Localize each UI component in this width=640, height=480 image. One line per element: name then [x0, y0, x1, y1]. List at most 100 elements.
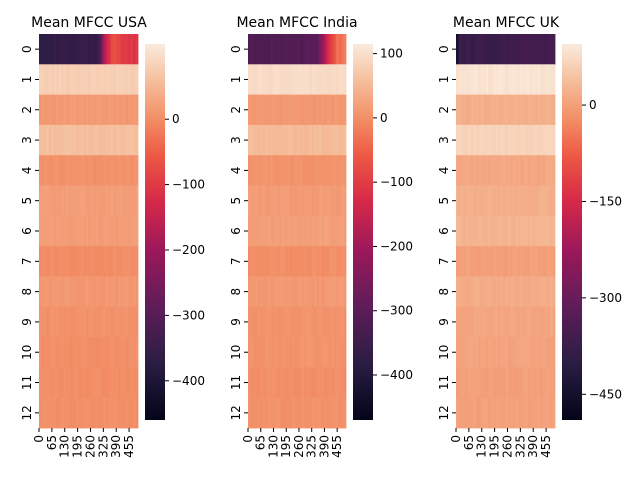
- heatmap-cell: [505, 367, 509, 399]
- heatmap-cell: [336, 306, 340, 338]
- heatmap-cell: [537, 34, 541, 65]
- heatmap-cell: [262, 34, 266, 65]
- heatmap-cell: [517, 337, 521, 368]
- heatmap-cell: [552, 34, 556, 65]
- heatmap-cell: [542, 337, 546, 368]
- heatmap-cell: [515, 337, 519, 368]
- heatmap-cell: [68, 155, 72, 186]
- heatmap-cell: [323, 185, 327, 217]
- heatmap-cell: [333, 185, 337, 217]
- heatmap-cell: [83, 306, 87, 338]
- heatmap-cell: [321, 34, 325, 65]
- heatmap-cell: [128, 185, 131, 217]
- heatmap-cell: [257, 246, 261, 277]
- heatmap-cell: [88, 397, 92, 429]
- heatmap-cell: [76, 215, 80, 247]
- heatmap-cell: [53, 215, 57, 247]
- heatmap-cell: [128, 155, 131, 186]
- heatmap-cell: [500, 155, 504, 186]
- y-tick-label: 11: [437, 375, 451, 390]
- heatmap-cell: [507, 124, 511, 156]
- heatmap-cell: [81, 276, 84, 308]
- heatmap-cell: [123, 124, 127, 156]
- heatmap-cell: [103, 276, 107, 308]
- heatmap-cell: [125, 215, 129, 247]
- heatmap-cell: [314, 397, 317, 429]
- heatmap-cell: [73, 185, 77, 217]
- heatmap-cell: [46, 246, 50, 277]
- heatmap-cell: [299, 124, 303, 156]
- heatmap-cell: [498, 215, 501, 247]
- heatmap-cell: [321, 215, 325, 247]
- heatmap-cell: [63, 185, 67, 217]
- heatmap-cell: [83, 94, 87, 126]
- heatmap-cell: [135, 215, 139, 247]
- heatmap-cell: [483, 185, 487, 217]
- heatmap-cell: [90, 34, 94, 65]
- heatmap-cell: [314, 306, 317, 338]
- heatmap-cell: [297, 276, 300, 308]
- heatmap-cell: [108, 185, 112, 217]
- heatmap-cell: [265, 276, 268, 308]
- heatmap-cell: [314, 276, 317, 308]
- heatmap-cell: [542, 185, 546, 217]
- heatmap-cell: [488, 246, 492, 277]
- heatmap-cell: [338, 215, 342, 247]
- heatmap-cell: [48, 367, 52, 399]
- colorbar-tick-label: 0: [589, 98, 597, 112]
- heatmap-cell: [282, 124, 286, 156]
- heatmap-cell: [282, 276, 286, 308]
- heatmap-cell: [68, 246, 72, 277]
- heatmap-cell: [535, 124, 539, 156]
- heatmap-cell: [520, 155, 524, 186]
- heatmap-cell: [333, 367, 337, 399]
- heatmap-cell: [39, 34, 42, 65]
- heatmap-cell: [465, 367, 469, 399]
- heatmap-cell: [515, 397, 519, 429]
- heatmap-cell: [292, 155, 295, 186]
- heatmap-cell: [135, 124, 139, 156]
- heatmap-cell: [133, 94, 136, 126]
- heatmap-cell: [68, 276, 72, 308]
- heatmap-cell: [279, 276, 283, 308]
- heatmap-cell: [503, 34, 506, 65]
- heatmap-cell: [465, 276, 469, 308]
- x-tick-label: 195: [71, 435, 85, 458]
- heatmap-cell: [343, 155, 347, 186]
- heatmap-cell: [76, 367, 80, 399]
- heatmap-cell: [130, 337, 134, 368]
- heatmap-cell: [255, 397, 259, 429]
- panel-title-india: Mean MFCC India: [236, 15, 357, 31]
- colorbar-tick-label: 0: [172, 112, 180, 126]
- heatmap-cell: [550, 94, 553, 126]
- heatmap-cell: [81, 246, 84, 277]
- heatmap-cell: [133, 124, 136, 156]
- heatmap-cell: [255, 124, 259, 156]
- heatmap-cell: [319, 94, 322, 126]
- heatmap-cell: [525, 94, 529, 126]
- heatmap-cell: [86, 185, 89, 217]
- heatmap-cell: [53, 155, 57, 186]
- heatmap-cell: [527, 185, 531, 217]
- heatmap-cell: [133, 306, 136, 338]
- heatmap-cell: [326, 276, 330, 308]
- heatmap-cell: [130, 306, 134, 338]
- heatmap-cell: [323, 397, 327, 429]
- heatmap-cell: [530, 276, 534, 308]
- heatmap-cell: [86, 124, 89, 156]
- heatmap-cell: [252, 34, 256, 65]
- heatmap-cell: [456, 185, 459, 217]
- heatmap-cell: [465, 124, 469, 156]
- heatmap-cell: [309, 337, 313, 368]
- heatmap-cell: [252, 185, 256, 217]
- heatmap-cell: [63, 306, 67, 338]
- heatmap-cell: [120, 337, 124, 368]
- heatmap-cell: [267, 34, 271, 65]
- heatmap-cell: [39, 246, 42, 277]
- heatmap-cell: [321, 397, 325, 429]
- heatmap-cell: [71, 124, 75, 156]
- heatmap-cell: [547, 246, 551, 277]
- heatmap-cell: [110, 34, 114, 65]
